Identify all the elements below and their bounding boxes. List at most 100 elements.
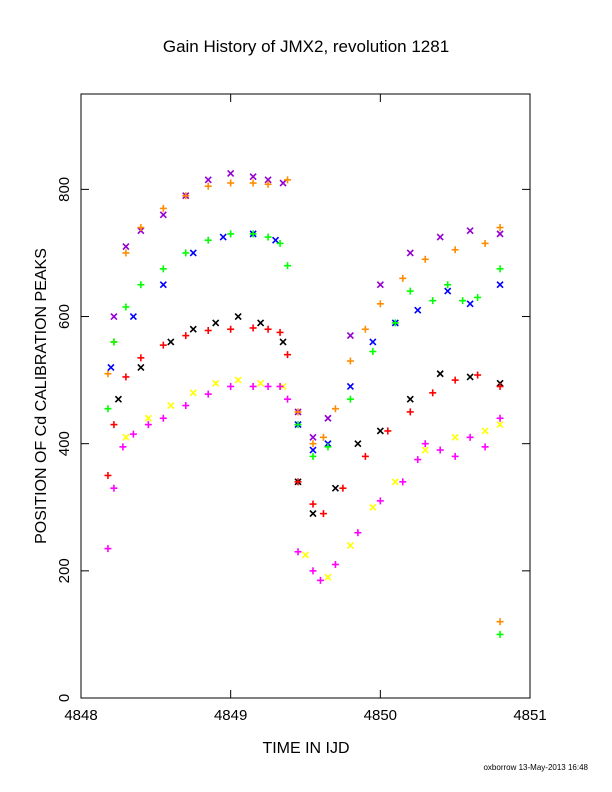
data-point xyxy=(496,281,504,289)
data-point xyxy=(376,281,384,289)
data-point xyxy=(204,327,212,335)
data-point xyxy=(496,630,504,638)
data-point xyxy=(324,414,332,422)
data-point xyxy=(451,452,459,460)
data-point xyxy=(234,312,242,321)
data-point xyxy=(114,395,122,403)
data-point xyxy=(227,325,235,333)
data-point xyxy=(264,233,272,241)
data-point xyxy=(466,373,474,381)
data-point xyxy=(189,249,197,257)
data-point xyxy=(249,382,257,390)
data-point xyxy=(414,456,422,464)
data-point xyxy=(159,211,167,219)
data-point xyxy=(122,433,130,441)
data-point xyxy=(294,478,302,486)
plot-frame xyxy=(80,93,531,699)
data-point xyxy=(234,376,242,384)
data-point xyxy=(167,401,175,410)
data-point xyxy=(227,169,235,178)
data-point xyxy=(406,408,414,416)
data-point xyxy=(406,249,414,257)
data-point xyxy=(129,430,137,438)
y-tick-label: 200 xyxy=(56,558,73,583)
x-tick-label: 4850 xyxy=(364,707,397,724)
series-8 xyxy=(496,618,504,626)
data-point xyxy=(182,402,190,410)
data-point xyxy=(466,300,474,308)
data-point xyxy=(309,510,317,518)
data-point xyxy=(496,618,504,626)
data-point xyxy=(119,443,127,451)
data-point xyxy=(361,325,369,333)
data-point xyxy=(414,306,422,314)
data-point xyxy=(144,421,152,429)
data-point xyxy=(167,338,175,346)
data-point xyxy=(339,484,347,492)
data-point xyxy=(122,249,130,257)
y-axis-label: POSITION OF Cd CALIBRATION PEAKS xyxy=(33,248,50,544)
data-point xyxy=(227,382,235,390)
data-point xyxy=(137,281,145,289)
data-point xyxy=(481,427,489,435)
data-point xyxy=(107,363,115,371)
data-point xyxy=(279,338,287,346)
data-point xyxy=(429,297,437,305)
data-point xyxy=(421,255,429,263)
data-point xyxy=(496,414,504,422)
data-point xyxy=(361,452,369,460)
data-point xyxy=(189,389,197,397)
data-point xyxy=(110,312,118,321)
x-tick-label: 4851 xyxy=(513,707,546,724)
data-point xyxy=(279,179,287,187)
data-point xyxy=(137,354,145,362)
data-point xyxy=(459,297,467,305)
data-point xyxy=(309,433,317,441)
data-point xyxy=(346,357,354,365)
data-point xyxy=(391,478,399,486)
data-point xyxy=(264,325,272,333)
data-point xyxy=(391,319,399,327)
data-point xyxy=(309,446,317,454)
series-9 xyxy=(496,630,504,638)
data-point xyxy=(182,192,190,200)
data-point xyxy=(436,370,444,378)
data-point xyxy=(369,503,377,511)
data-point xyxy=(227,179,235,187)
data-point xyxy=(182,249,190,257)
data-point xyxy=(219,233,227,241)
series-4 xyxy=(114,312,504,518)
data-point xyxy=(399,274,407,282)
data-point xyxy=(451,433,459,441)
data-point xyxy=(294,548,302,556)
data-point xyxy=(331,560,339,568)
data-point xyxy=(104,405,112,413)
data-point xyxy=(331,484,339,492)
data-point xyxy=(122,373,130,381)
x-axis-label: TIME IN IJD xyxy=(262,740,349,757)
data-point xyxy=(144,414,152,422)
data-point xyxy=(346,332,354,340)
data-point xyxy=(324,443,332,451)
data-point xyxy=(346,382,354,391)
y-tick-label: 400 xyxy=(56,431,73,456)
data-point xyxy=(227,230,235,238)
data-point xyxy=(110,421,118,429)
data-point xyxy=(264,176,272,184)
data-point xyxy=(249,230,257,238)
data-point xyxy=(354,440,362,448)
data-point xyxy=(159,341,167,349)
data-point xyxy=(406,287,414,295)
data-point xyxy=(159,281,167,289)
data-point xyxy=(159,265,167,273)
data-point xyxy=(444,287,452,295)
data-point xyxy=(451,246,459,254)
data-point xyxy=(421,446,429,454)
data-point xyxy=(110,484,118,492)
x-tick-label: 4848 xyxy=(64,707,97,724)
data-point xyxy=(444,281,452,289)
data-point xyxy=(104,370,112,378)
data-point xyxy=(369,347,377,355)
data-point xyxy=(204,182,212,190)
